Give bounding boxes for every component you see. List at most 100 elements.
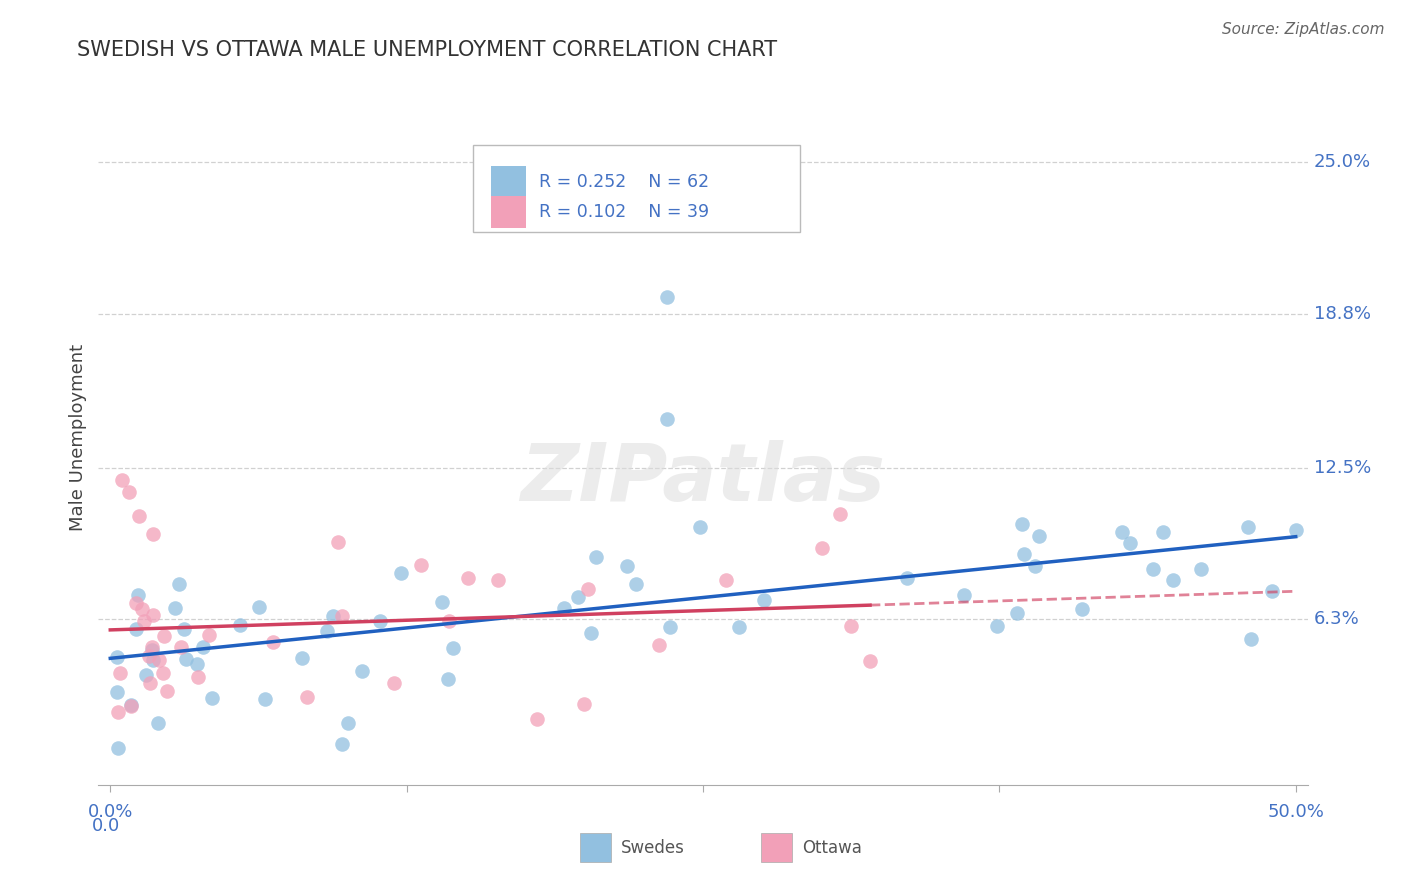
Point bbox=[1240, 632, 1263, 646]
Point bbox=[841, 619, 863, 633]
Point bbox=[141, 643, 163, 657]
Point bbox=[441, 640, 464, 655]
Point bbox=[437, 672, 460, 686]
Point bbox=[163, 601, 186, 615]
Point bbox=[107, 705, 129, 719]
Point bbox=[657, 411, 679, 425]
Point bbox=[830, 508, 852, 522]
Point bbox=[1111, 524, 1133, 539]
Point bbox=[624, 577, 647, 591]
Point bbox=[127, 588, 149, 602]
Point bbox=[581, 626, 603, 640]
Point bbox=[105, 685, 128, 699]
Point bbox=[1028, 529, 1050, 543]
Point bbox=[187, 670, 209, 684]
Point bbox=[229, 618, 252, 632]
Point bbox=[128, 509, 150, 524]
Point bbox=[1012, 547, 1035, 561]
Point bbox=[1285, 523, 1308, 537]
Point bbox=[153, 629, 176, 643]
Point bbox=[952, 588, 974, 602]
Point bbox=[1142, 562, 1164, 576]
Point bbox=[752, 593, 775, 607]
Point bbox=[389, 566, 412, 581]
Point bbox=[657, 290, 679, 304]
Point bbox=[811, 541, 834, 555]
Text: 0.0%: 0.0% bbox=[87, 804, 134, 822]
Point bbox=[111, 473, 134, 487]
Text: 25.0%: 25.0% bbox=[1313, 153, 1371, 171]
Point bbox=[526, 712, 548, 726]
Point bbox=[1011, 516, 1033, 531]
Point bbox=[368, 615, 391, 629]
Point bbox=[1237, 520, 1260, 534]
Point bbox=[173, 622, 195, 636]
Text: R = 0.252    N = 62: R = 0.252 N = 62 bbox=[538, 173, 709, 191]
Text: 50.0%: 50.0% bbox=[1267, 804, 1324, 822]
Point bbox=[146, 716, 169, 731]
Point bbox=[382, 676, 405, 690]
Point bbox=[198, 627, 221, 641]
Point bbox=[247, 599, 270, 614]
Point bbox=[859, 654, 882, 668]
Point bbox=[432, 595, 454, 609]
Point bbox=[1161, 573, 1184, 587]
Point bbox=[1007, 606, 1029, 620]
FancyBboxPatch shape bbox=[492, 196, 526, 228]
Point bbox=[125, 622, 148, 636]
Point bbox=[1119, 536, 1142, 550]
Point bbox=[291, 650, 314, 665]
Point bbox=[896, 571, 918, 585]
Point bbox=[156, 684, 179, 698]
Text: 0.0: 0.0 bbox=[93, 817, 121, 835]
Point bbox=[322, 609, 344, 624]
Point bbox=[585, 549, 607, 564]
FancyBboxPatch shape bbox=[474, 145, 800, 232]
Point bbox=[176, 652, 198, 666]
Point bbox=[1071, 602, 1094, 616]
Point bbox=[648, 638, 671, 652]
Text: 18.8%: 18.8% bbox=[1313, 305, 1371, 323]
Point bbox=[170, 640, 193, 654]
Point bbox=[135, 667, 157, 681]
Point bbox=[567, 590, 589, 604]
Text: R = 0.102    N = 39: R = 0.102 N = 39 bbox=[538, 203, 709, 221]
Point bbox=[125, 596, 148, 610]
Point bbox=[457, 571, 479, 585]
Point bbox=[330, 737, 353, 751]
Point bbox=[142, 653, 165, 667]
Point bbox=[152, 666, 174, 681]
Point bbox=[134, 614, 156, 628]
Point bbox=[316, 624, 339, 638]
Point bbox=[1152, 525, 1174, 540]
Point bbox=[142, 526, 165, 541]
Text: 12.5%: 12.5% bbox=[1313, 458, 1371, 476]
Point bbox=[728, 620, 751, 634]
Point bbox=[576, 582, 599, 596]
Point bbox=[191, 640, 214, 654]
Point bbox=[337, 716, 360, 731]
Point bbox=[1189, 562, 1212, 576]
Point bbox=[411, 558, 433, 573]
FancyBboxPatch shape bbox=[579, 833, 612, 863]
Point bbox=[332, 609, 354, 624]
Point bbox=[120, 698, 142, 712]
Point bbox=[186, 657, 208, 671]
Point bbox=[105, 649, 128, 664]
Point bbox=[167, 576, 190, 591]
Point bbox=[201, 690, 224, 705]
Text: Ottawa: Ottawa bbox=[803, 838, 862, 856]
Point bbox=[689, 520, 711, 534]
Point bbox=[148, 653, 170, 667]
Point bbox=[142, 608, 165, 623]
Y-axis label: Male Unemployment: Male Unemployment bbox=[69, 343, 87, 531]
Text: Swedes: Swedes bbox=[621, 838, 685, 856]
Point bbox=[107, 741, 129, 756]
Point bbox=[139, 676, 162, 690]
Point bbox=[118, 485, 141, 500]
Point bbox=[574, 698, 596, 712]
Point bbox=[295, 690, 318, 704]
Point bbox=[328, 534, 350, 549]
Point bbox=[1261, 583, 1284, 598]
Point bbox=[138, 648, 160, 663]
